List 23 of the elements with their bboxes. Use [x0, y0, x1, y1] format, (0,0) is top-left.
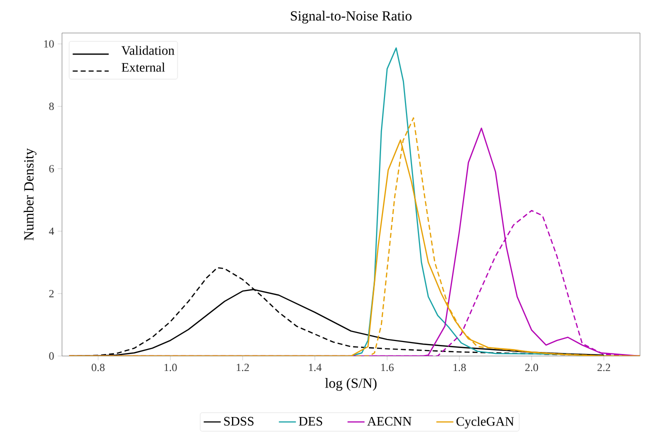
- x-tick-label: 0.8: [92, 364, 105, 372]
- y-axis-title: Number Density: [24, 148, 36, 240]
- x-tick-label: 2.0: [525, 364, 538, 372]
- chart-title: Signal-to-Noise Ratio: [290, 10, 412, 24]
- legend-label: CycleGAN: [456, 416, 514, 428]
- y-tick-label: 2: [49, 290, 54, 298]
- annotation: Validation: [121, 46, 174, 55]
- legend-label: SDSS: [224, 416, 254, 426]
- y-tick-label: 0: [49, 352, 54, 360]
- x-tick-label: 1.8: [454, 364, 466, 372]
- legend-label: AECNN: [367, 416, 412, 426]
- y-tick-label: 4: [48, 228, 54, 235]
- x-tick-label: 1.0: [164, 364, 177, 372]
- annotation: External: [122, 62, 165, 72]
- x-tick-label: 1.2: [236, 364, 249, 372]
- y-tick-label: 10: [44, 40, 54, 48]
- legend-label: DES: [298, 416, 322, 426]
- x-tick-label: 1.4: [308, 364, 322, 372]
- x-axis-title: log (S/N): [325, 378, 377, 391]
- y-tick-label: 8: [49, 102, 54, 110]
- x-tick-label: 1.6: [381, 364, 394, 372]
- y-tick-label: 6: [49, 165, 54, 172]
- x-tick-label: 2.2: [598, 364, 610, 372]
